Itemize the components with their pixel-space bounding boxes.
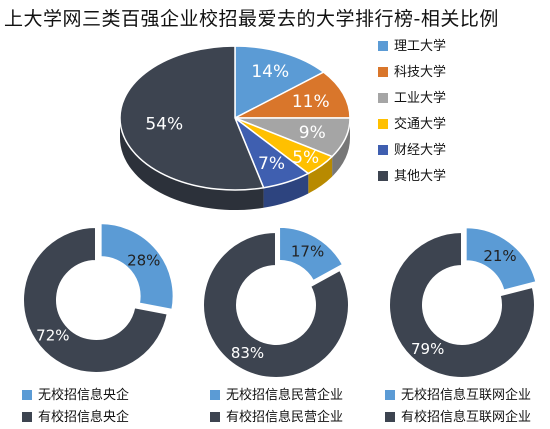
donut-slice-有校招信息互联网企业 xyxy=(388,230,536,379)
donut-data-label: 21% xyxy=(483,247,516,265)
legend-swatch xyxy=(210,390,220,400)
pie-slice-理工大学 xyxy=(234,45,326,120)
legend-label: 理工大学 xyxy=(394,39,447,54)
donut-chart-1: 28% 72% xyxy=(22,222,175,374)
donut-data-label: 72% xyxy=(36,327,69,345)
pie-data-label: 9% xyxy=(299,123,326,143)
legend-item: 科技大学 xyxy=(378,61,446,80)
legend-swatch xyxy=(378,41,388,51)
donut-chart-2: 17% 83% xyxy=(202,225,350,379)
donut-slice-有校招信息央企 xyxy=(22,225,169,374)
pie-slice-其他大学 xyxy=(119,45,265,191)
donut-data-label: 79% xyxy=(411,340,444,358)
legend-item: 有校招信息民营企业 xyxy=(210,406,343,425)
legend-item: 工业大学 xyxy=(378,87,446,106)
pie-side-walls xyxy=(120,118,350,211)
pie-data-label: 14% xyxy=(251,62,289,82)
legend-label: 交通大学 xyxy=(394,117,447,132)
legend-swatch xyxy=(385,390,395,400)
legend-item: 有校招信息央企 xyxy=(22,406,129,425)
legend-swatch xyxy=(378,67,388,77)
donut-slice-无校招信息民营企业 xyxy=(278,225,345,283)
pie-side-其他大学 xyxy=(120,118,264,211)
legend-label: 科技大学 xyxy=(394,65,447,80)
legend-item: 无校招信息央企 xyxy=(22,384,129,403)
donut-data-label: 17% xyxy=(291,243,324,261)
legend-item: 财经大学 xyxy=(378,139,446,158)
legend-label: 其他大学 xyxy=(394,169,447,184)
legend-item: 无校招信息民营企业 xyxy=(210,384,343,403)
legend-item: 无校招信息互联网企业 xyxy=(385,384,531,403)
pie-data-label: 11% xyxy=(292,92,330,112)
pie-data-label: 5% xyxy=(292,148,319,168)
pie-slice-科技大学 xyxy=(234,71,351,119)
legend-item: 交通大学 xyxy=(378,113,446,132)
pie-side-交通大学 xyxy=(308,156,333,194)
legend-item: 其他大学 xyxy=(378,165,446,184)
legend-swatch xyxy=(378,119,388,129)
chart-title: 上大学网三类百强企业校招最爱去的大学排行榜-相关比例 xyxy=(4,8,499,30)
legend-label: 无校招信息互联网企业 xyxy=(401,388,532,403)
donut-slice-无校招信息互联网企业 xyxy=(464,226,538,292)
donut-chart-3: 21% 79% xyxy=(388,226,538,379)
legend-label: 工业大学 xyxy=(394,91,447,106)
pie-data-label: 54% xyxy=(145,115,183,135)
donut-slice-无校招信息央企 xyxy=(99,222,175,312)
legend-swatch xyxy=(210,412,220,422)
legend-swatch xyxy=(22,390,32,400)
legend-label: 无校招信息民营企业 xyxy=(226,388,344,403)
legend-item: 理工大学 xyxy=(378,35,446,54)
legend-label: 财经大学 xyxy=(394,143,447,158)
legend-swatch xyxy=(22,412,32,422)
donut-data-label: 83% xyxy=(231,344,264,362)
legend-swatch xyxy=(378,93,388,103)
donut-data-label: 28% xyxy=(127,251,160,269)
legend-item: 有校招信息互联网企业 xyxy=(385,406,531,425)
legend-label: 有校招信息民营企业 xyxy=(226,410,344,425)
pie-side-财经大学 xyxy=(263,173,309,208)
pie-slices xyxy=(119,45,351,191)
legend-swatch xyxy=(378,145,388,155)
legend-swatch xyxy=(385,412,395,422)
legend-swatch xyxy=(378,171,388,181)
pie-side-工业大学 xyxy=(332,118,350,177)
donut-slice-有校招信息民营企业 xyxy=(202,230,350,379)
pie-data-label: 7% xyxy=(258,154,285,174)
legend-label: 有校招信息互联网企业 xyxy=(401,410,532,425)
legend-label: 有校招信息央企 xyxy=(38,410,130,425)
legend-label: 无校招信息央企 xyxy=(38,388,130,403)
